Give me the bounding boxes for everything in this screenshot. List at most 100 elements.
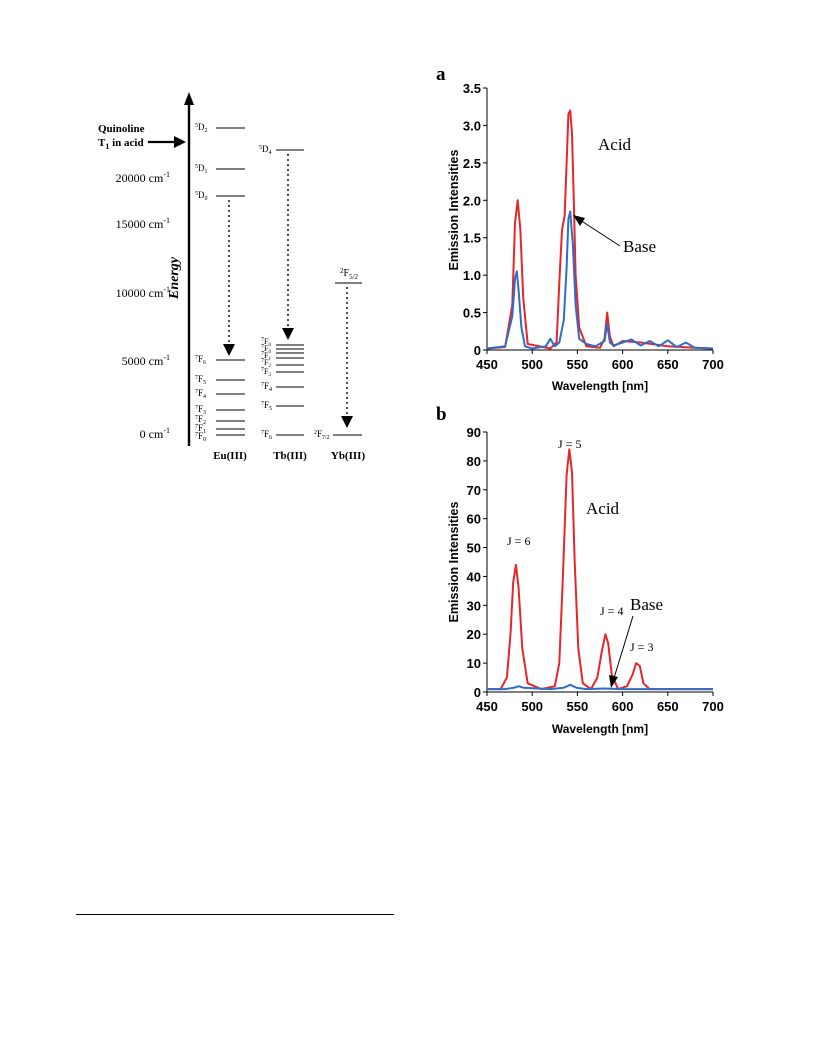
chart-b-x-tick-label: 600: [612, 699, 634, 714]
chart-b-x-tick-label: 550: [567, 699, 589, 714]
chart-a-ylabel: Emission Intensities: [447, 150, 461, 271]
yb-transition-arrowhead: [341, 416, 353, 428]
chart-a-y-tick-label: 0: [474, 343, 481, 358]
chart-a-annotation-base: Base: [623, 237, 656, 256]
tick-5000: 5000 cm-1: [122, 353, 170, 368]
chart-b-y-tick-label: 10: [467, 656, 481, 671]
svg-text:7F2: 7F2: [195, 414, 206, 426]
eu-transition-arrowhead: [223, 344, 235, 356]
tick-15000: 15000 cm-1: [116, 216, 170, 231]
energy-tick-labels: 20000 cm-1 15000 cm-1 10000 cm-1 5000 cm…: [116, 170, 170, 441]
footnote-separator: [76, 914, 394, 915]
chart-b-panel-label: b: [436, 404, 447, 425]
quinoline-t1-label: T1 in acid: [98, 137, 144, 151]
chart-a-base-pointer: [579, 219, 621, 247]
chart-b-y-tick-label: 70: [467, 483, 481, 498]
chart-b: b Emission Intensities 0 10 20 30 40 50 60 70 80…: [436, 404, 724, 736]
chart-a-x-tick-label: 650: [657, 357, 679, 372]
svg-text:7F3: 7F3: [261, 367, 271, 378]
tb-levels: [276, 149, 304, 436]
chart-b-y-tick-label: 0: [474, 685, 481, 700]
chart-b-series: [487, 448, 713, 691]
chart-b-y-tick-label: 60: [467, 512, 481, 527]
chart-b-annotation-base: Base: [630, 595, 663, 614]
chart-a-series: [486, 109, 714, 350]
chart-a-y-tick-label: 1.0: [463, 268, 481, 283]
chart-b-y-tick-label: 80: [467, 454, 481, 469]
tick-10000: 10000 cm-1: [116, 285, 170, 300]
yb-level-upper-label: 2F5/2: [340, 267, 359, 281]
chart-b-x-tick-label: 500: [521, 699, 543, 714]
chart-a-x-tick-label: 700: [702, 357, 724, 372]
chart-a-y-tick-label: 2.0: [463, 193, 481, 208]
chart-b-y-tick-label: 50: [467, 541, 481, 556]
svg-text:7F5: 7F5: [195, 374, 206, 386]
chart-a-y-tick-label: 1.5: [463, 231, 481, 246]
chart-a-x-tick-label: 600: [612, 357, 634, 372]
eu-levels: [216, 127, 245, 436]
chart-b-base-pointer: [613, 615, 634, 679]
chart-b-series-acid: [487, 448, 713, 691]
svg-text:7F0: 7F0: [261, 337, 271, 348]
energy-axis-arrowhead: [184, 92, 194, 105]
svg-text:7F4: 7F4: [195, 388, 206, 400]
quinoline-label: Quinoline: [98, 123, 145, 135]
tb-transition-arrowhead: [282, 328, 294, 340]
chart-b-base-pointer-head: [609, 675, 618, 688]
chart-b-annotation-j3: J = 3: [630, 640, 653, 654]
chart-a-y-tick-label: 3.0: [463, 118, 481, 133]
svg-text:7F6: 7F6: [195, 354, 206, 366]
chart-b-y-ticks: 0 10 20 30 40 50 60 70 80 90: [467, 425, 487, 700]
chart-a-y-tick-label: 2.5: [463, 156, 481, 171]
chart-a-x-ticks: 450 500 550 600 650 700: [476, 350, 724, 372]
chart-b-y-tick-label: 20: [467, 627, 481, 642]
yb-level-lower-label: 2F7/2: [314, 429, 330, 441]
chart-a-xlabel: Wavelength [nm]: [552, 379, 648, 393]
chart-b-y-tick-label: 30: [467, 598, 481, 613]
svg-text:5D1: 5D1: [195, 163, 208, 175]
chart-a-base-pointer-head: [573, 215, 585, 226]
chart-a-x-tick-label: 550: [567, 357, 589, 372]
chart-b-x-tick-label: 700: [702, 699, 724, 714]
ion-label-tb: Tb(III): [273, 450, 307, 462]
svg-text:7F5: 7F5: [261, 400, 272, 412]
svg-text:7F1: 7F1: [195, 423, 206, 435]
svg-text:7F0: 7F0: [195, 431, 206, 443]
chart-a-panel-label: a: [436, 64, 446, 85]
chart-b-x-tick-label: 450: [476, 699, 498, 714]
chart-a-y-tick-label: 0.5: [463, 306, 481, 321]
ion-label-eu: Eu(III): [213, 450, 247, 462]
ion-label-yb: Yb(III): [331, 450, 366, 462]
tick-20000: 20000 cm-1: [116, 170, 170, 185]
svg-text:5D4: 5D4: [259, 144, 272, 156]
eu-level-labels: 5D2 5D1 5D0 7F6 7F5 7F4 7F3 7F2 7F1 7F0: [195, 122, 208, 443]
chart-b-annotation-j4: J = 4: [600, 604, 623, 618]
chart-b-x-ticks: 450 500 550 600 650 700: [476, 692, 724, 714]
chart-a: a Emission Intensities 0 0.5 1.0 1.5 2.0 2.5 3…: [436, 64, 724, 393]
svg-text:5D2: 5D2: [195, 122, 208, 134]
chart-b-y-tick-label: 40: [467, 569, 481, 584]
chart-b-annotation-j5: J = 5: [558, 437, 581, 451]
svg-text:7F0: 7F0: [261, 344, 271, 355]
chart-b-series-base: [487, 683, 713, 691]
svg-text:7F2: 7F2: [261, 358, 271, 369]
energy-axis-title: Energy: [167, 256, 182, 300]
svg-text:7F6: 7F6: [261, 429, 272, 441]
energy-level-diagram: Energy 20000 cm-1 15000 cm-1 10000 cm-1 …: [98, 92, 366, 462]
chart-b-xlabel: Wavelength [nm]: [552, 722, 648, 736]
svg-text:7F4: 7F4: [261, 381, 272, 393]
chart-b-ylabel: Emission Intensities: [447, 502, 461, 623]
tb-level-labels: 5D4 7F0 7F0 7F1 7F2 7F3 7F4 7F5 7F6: [259, 144, 272, 441]
yb-levels: [333, 282, 362, 436]
chart-a-y-tick-label: 3.5: [463, 81, 481, 96]
quinoline-arrowhead: [174, 136, 186, 148]
chart-a-y-ticks: 0 0.5 1.0 1.5 2.0 2.5 3.0 3.5: [463, 81, 487, 358]
svg-text:7F3: 7F3: [195, 404, 206, 416]
chart-b-annotation-j6: J = 6: [507, 534, 530, 548]
chart-a-x-tick-label: 500: [521, 357, 543, 372]
chart-b-x-tick-label: 650: [657, 699, 679, 714]
chart-a-annotation-acid: Acid: [598, 135, 632, 154]
svg-text:7F1: 7F1: [261, 351, 271, 362]
tick-0: 0 cm-1: [140, 426, 170, 441]
chart-b-y-tick-label: 90: [467, 425, 481, 440]
